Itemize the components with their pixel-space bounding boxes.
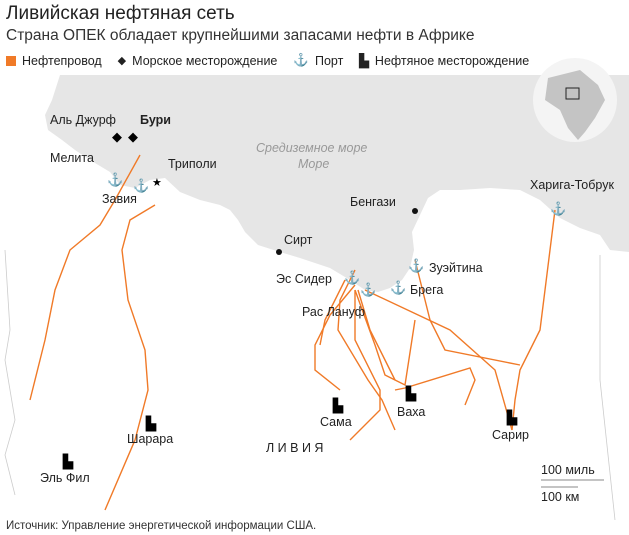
- capital-star-icon: ★: [152, 177, 162, 189]
- label-sirte: Сирт: [284, 233, 313, 247]
- label-benghazi: Бенгази: [350, 195, 396, 209]
- label-mellita: Мелита: [50, 151, 94, 165]
- scale-km: 100 км: [541, 490, 579, 504]
- pipeline-swatch-icon: [6, 55, 16, 66]
- oil-field-icon: ▙: [332, 397, 344, 414]
- sea-label-2: Море: [298, 157, 329, 171]
- anchor-icon: ⚓: [408, 258, 424, 273]
- diamond-icon: ◆: [128, 129, 138, 144]
- label-el-feel: Эль Фил: [40, 471, 90, 485]
- country-label: Л И В И Я: [266, 441, 323, 455]
- label-sharara: Шарара: [127, 432, 173, 446]
- label-tripoli: Триполи: [168, 157, 217, 171]
- legend: Нефтепровод ◆ Морское месторождение ⚓ По…: [6, 53, 529, 68]
- scale-miles: 100 миль: [541, 463, 595, 477]
- label-bouri: Бури: [140, 113, 171, 127]
- label-es-sider: Эс Сидер: [276, 272, 332, 286]
- label-zueitina: Зуэйтина: [429, 261, 483, 275]
- label-zawiya: Завия: [102, 192, 137, 206]
- labels: Средиземное море Море Аль Джурф Бури Мел…: [40, 113, 614, 504]
- anchor-icon: ⚓: [550, 201, 566, 216]
- anchor-icon: ⚓: [133, 178, 149, 193]
- city-dot: [276, 249, 282, 255]
- label-hariga: Харига-Тобрук: [530, 178, 614, 192]
- diamond-icon: ◆: [112, 129, 122, 144]
- diamond-icon: ◆: [117, 55, 127, 67]
- label-sarir: Сарир: [492, 428, 529, 442]
- anchor-icon: ⚓: [293, 53, 309, 67]
- borders: [4, 249, 616, 521]
- mediterranean-sea: [45, 75, 629, 292]
- city-dot: [412, 208, 418, 214]
- oil-field-icon: ▙: [359, 54, 369, 68]
- anchor-icon: ⚓: [360, 282, 376, 297]
- label-brega: Брега: [410, 283, 443, 297]
- pipelines: [29, 154, 556, 511]
- label-waha: Ваха: [397, 405, 425, 419]
- anchor-icon: ⚓: [107, 172, 123, 187]
- source-note: Источник: Управление энергетической инфо…: [6, 520, 317, 532]
- label-sama: Сама: [320, 415, 352, 429]
- legend-pipeline: Нефтепровод: [22, 53, 102, 68]
- label-ras-lanuf: Рас Лануф: [302, 305, 365, 319]
- markers: ◆ ◆ ⚓ ⚓ ★ ⚓ ⚓ ⚓ ⚓ ⚓ ▙ ▙ ▙ ▙ ▙: [62, 129, 566, 470]
- oil-field-icon: ▙: [506, 409, 518, 426]
- chart-title: Ливийская нефтяная сеть: [6, 3, 235, 24]
- africa-shape: [545, 70, 605, 140]
- legend-oil-field: Нефтяное месторождение: [374, 53, 530, 68]
- globe-locator: [565, 87, 580, 100]
- anchor-icon: ⚓: [390, 280, 406, 295]
- label-al-jurf: Аль Джурф: [50, 113, 116, 127]
- oil-field-icon: ▙: [145, 415, 157, 432]
- oil-field-icon: ▙: [62, 453, 74, 470]
- legend-port: Порт: [314, 53, 344, 68]
- chart-subtitle: Страна ОПЕК обладает крупнейшими запасам…: [6, 27, 475, 44]
- legend-offshore: Морское месторождение: [132, 53, 278, 68]
- sea-label: Средиземное море: [256, 141, 367, 155]
- oil-field-icon: ▙: [405, 385, 417, 402]
- anchor-icon: ⚓: [344, 270, 360, 285]
